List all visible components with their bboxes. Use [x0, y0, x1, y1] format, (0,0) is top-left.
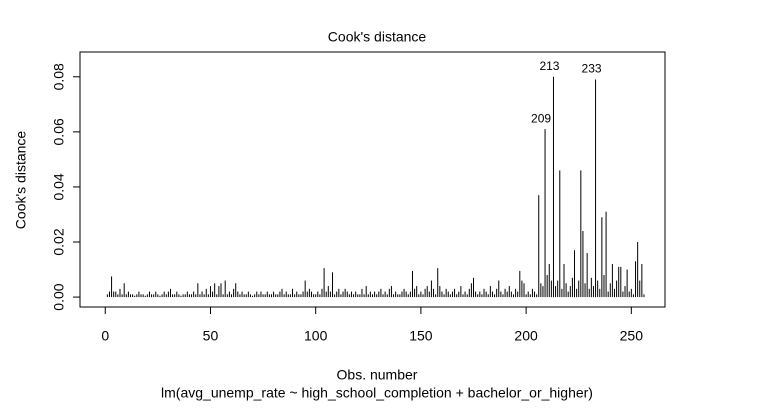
annotation: 209: [531, 111, 551, 125]
annotation: 233: [582, 62, 602, 76]
annotation: 213: [539, 59, 559, 73]
x-tick-label: 50: [203, 328, 219, 344]
x-tick-label: 100: [304, 328, 328, 344]
x-tick-label: 250: [620, 328, 644, 344]
x-tick-label: 0: [101, 328, 109, 344]
chart-title: Cook's distance: [328, 29, 427, 45]
y-tick-label: 0.04: [51, 173, 67, 200]
y-tick-label: 0.06: [51, 118, 67, 145]
x-tick-label: 150: [409, 328, 433, 344]
y-tick-label: 0.00: [51, 283, 67, 310]
y-tick-label: 0.02: [51, 228, 67, 255]
y-axis-label: Cook's distance: [13, 131, 29, 230]
plot-frame: [79, 51, 666, 308]
x-tick-label: 200: [514, 328, 538, 344]
y-tick-label: 0.08: [51, 63, 67, 90]
subtitle: lm(avg_unemp_rate ~ high_school_completi…: [161, 385, 593, 401]
x-axis-label: Obs. number: [337, 367, 418, 383]
